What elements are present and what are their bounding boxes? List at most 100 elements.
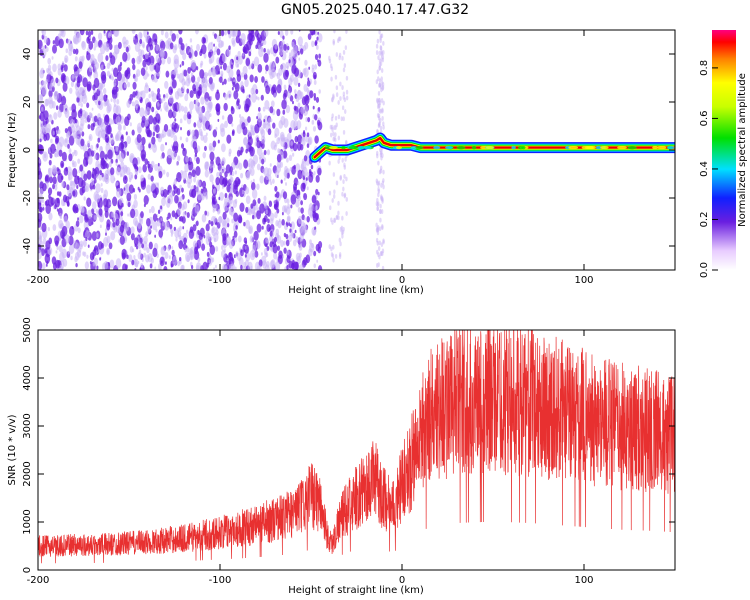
noise-dot <box>190 188 197 199</box>
noise-dot <box>219 123 225 133</box>
noise-dot <box>276 153 282 163</box>
noise-dot <box>171 33 177 42</box>
noise-dot <box>300 137 306 147</box>
noise-dot <box>224 120 228 128</box>
noise-dot <box>272 61 276 68</box>
noise-dot <box>159 48 165 59</box>
noise-dot <box>106 235 111 244</box>
noise-dot <box>210 236 213 240</box>
noise-dot <box>181 143 185 149</box>
noise-dot <box>167 148 173 159</box>
noise-dot <box>134 169 138 175</box>
noise-dot <box>236 124 242 134</box>
noise-dot <box>195 66 199 71</box>
noise-dot <box>337 135 341 141</box>
noise-dot <box>147 73 150 77</box>
noise-dot <box>312 105 315 110</box>
noise-dot <box>209 174 214 183</box>
noise-dot <box>219 76 223 83</box>
noise-dot <box>50 138 53 144</box>
noise-dot <box>228 68 234 79</box>
noise-dot <box>44 174 50 184</box>
noise-dot <box>53 90 59 101</box>
noise-dot <box>287 216 291 222</box>
noise-dot <box>87 209 93 219</box>
noise-dot <box>173 178 177 185</box>
noise-dot <box>295 199 300 208</box>
noise-dot <box>249 249 256 261</box>
noise-dot <box>382 125 385 130</box>
noise-dot <box>243 244 249 254</box>
noise-dot <box>92 167 95 172</box>
noise-dot <box>196 190 203 201</box>
noise-dot <box>248 158 254 169</box>
noise-dot <box>266 149 271 156</box>
noise-dot <box>185 137 189 143</box>
noise-dot <box>293 76 299 86</box>
noise-dot <box>234 266 237 270</box>
noise-dot <box>280 137 286 147</box>
noise-dot <box>293 50 298 60</box>
noise-dot <box>70 81 74 88</box>
noise-dot <box>80 102 83 108</box>
noise-dot <box>303 192 308 201</box>
noise-dot <box>173 184 176 190</box>
noise-dot <box>343 164 347 170</box>
noise-dot <box>148 93 151 99</box>
noise-dot <box>99 150 105 160</box>
noise-dot <box>108 43 113 50</box>
ridge-hotspot <box>517 146 524 150</box>
noise-dot <box>167 245 171 252</box>
noise-dot <box>258 34 261 38</box>
noise-dot <box>328 190 332 196</box>
noise-dot <box>119 224 125 233</box>
noise-dot <box>162 169 166 175</box>
noise-dot <box>202 37 207 44</box>
noise-dot <box>254 75 258 83</box>
y-tick-label: 0 <box>22 147 33 153</box>
noise-dot <box>71 103 77 113</box>
noise-dot <box>91 107 94 111</box>
noise-dot <box>47 226 50 232</box>
noise-dot <box>73 70 79 80</box>
noise-dot <box>132 91 136 98</box>
noise-dot <box>186 130 191 137</box>
noise-dot <box>89 74 92 79</box>
noise-dot <box>52 131 55 136</box>
noise-dot <box>378 108 381 113</box>
noise-dot <box>294 89 297 94</box>
noise-dot <box>104 174 110 185</box>
noise-dot <box>121 134 124 140</box>
x-tick-label: -200 <box>27 275 50 286</box>
noise-dot <box>284 30 289 36</box>
noise-dot <box>98 117 104 128</box>
noise-dot <box>179 256 182 262</box>
noise-dot <box>132 81 137 90</box>
noise-dot <box>58 191 62 197</box>
noise-dot <box>108 161 112 168</box>
noise-dot <box>42 80 45 85</box>
noise-dot <box>106 168 111 175</box>
noise-dot <box>196 239 202 249</box>
noise-dot <box>249 74 254 83</box>
noise-dot <box>261 158 265 165</box>
noise-dot <box>335 85 339 91</box>
noise-dot <box>134 99 139 109</box>
noise-dot <box>222 177 228 187</box>
noise-dot <box>110 133 113 138</box>
noise-dot <box>88 112 93 119</box>
noise-dot <box>68 135 75 146</box>
noise-dot <box>169 128 175 138</box>
noise-dot <box>382 50 385 55</box>
noise-dot <box>125 46 129 53</box>
noise-dot <box>337 159 340 164</box>
noise-dot <box>208 219 211 225</box>
noise-dot <box>89 135 91 140</box>
noise-dot <box>113 30 119 37</box>
noise-dot <box>131 101 135 107</box>
noise-dot <box>212 188 216 194</box>
noise-dot <box>137 221 142 230</box>
noise-dot <box>197 106 203 117</box>
ridge-hotspot <box>348 146 359 150</box>
noise-dot <box>242 52 245 57</box>
